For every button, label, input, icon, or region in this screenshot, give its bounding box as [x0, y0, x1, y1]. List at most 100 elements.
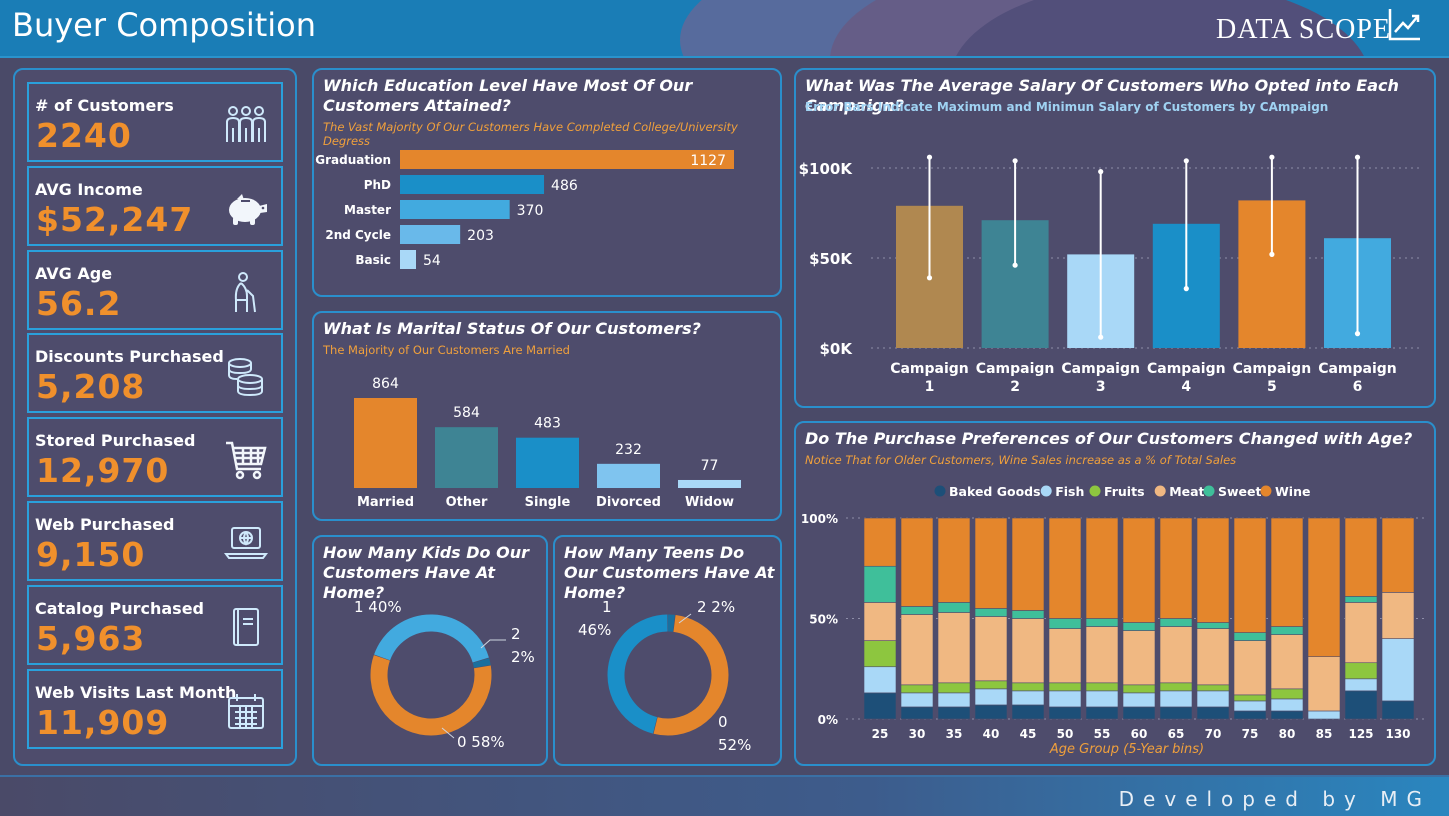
age-bar-segment — [1196, 706, 1230, 720]
education-bar — [400, 250, 417, 269]
marital-value-label: 77 — [701, 458, 719, 474]
campaign-category-label: 2 — [1010, 379, 1020, 395]
marital-bar — [597, 463, 660, 488]
education-subtitle: The Vast Majority Of Our Customers Have … — [323, 120, 738, 148]
marital-category-label: Other — [446, 495, 488, 510]
age-ytick-label: 0% — [818, 713, 838, 727]
age-bar-segment — [974, 616, 1008, 682]
age-bar-segment — [1159, 517, 1193, 619]
education-value-label: 486 — [551, 178, 578, 194]
age-bar-segment — [1270, 517, 1304, 627]
age-category-label: 55 — [1094, 727, 1111, 741]
campaign-panel: What Was The Average Salary Of Customers… — [794, 68, 1436, 408]
age-bar-segment — [1122, 706, 1156, 720]
kpi-label: AVG Income — [35, 179, 143, 199]
age-subtitle: Notice That for Older Customers, Wine Sa… — [805, 453, 1237, 467]
kpi-card: Stored Purchased 12,970 — [27, 417, 283, 498]
education-value-label: 1127 — [690, 153, 726, 169]
age-bar-segment — [1344, 596, 1378, 603]
marital-title: What Is Marital Status Of Our Customers? — [323, 319, 701, 338]
header-decoration — [950, 0, 1370, 56]
age-bar-segment — [1011, 618, 1045, 684]
campaign-category-label: Campaign — [1318, 361, 1397, 377]
age-category-label: 65 — [1168, 727, 1185, 741]
age-bar-segment — [1307, 517, 1341, 657]
age-bar-segment — [1122, 622, 1156, 631]
marital-panel: What Is Marital Status Of Our Customers?… — [312, 311, 782, 521]
age-bar-segment — [1381, 517, 1415, 593]
age-bar-segment — [1159, 682, 1193, 692]
kpi-value: 12,970 — [36, 451, 170, 491]
donut-slice-label: 2 2% — [697, 598, 735, 616]
campaign-ytick-label: $50K — [809, 250, 853, 268]
marital-bar — [354, 398, 417, 488]
education-value-label: 54 — [423, 253, 441, 269]
education-category-label: Master — [344, 203, 391, 217]
donut-leader-line — [441, 727, 455, 739]
age-category-label: 25 — [872, 727, 889, 741]
age-bar-segment — [900, 606, 934, 615]
age-bar-segment — [900, 692, 934, 708]
campaign-error-max — [1269, 154, 1275, 160]
age-bar-segment — [1344, 690, 1378, 720]
age-bar-segment — [1270, 688, 1304, 700]
age-bar-segment — [1048, 690, 1082, 708]
age-legend-swatch — [1154, 485, 1166, 497]
donut-leader-line — [480, 639, 506, 649]
age-bar-segment — [1344, 517, 1378, 597]
age-legend-label: Fish — [1055, 484, 1084, 499]
kpi-value: 9,150 — [36, 535, 146, 574]
age-bar-segment — [1381, 592, 1415, 639]
age-bar-segment — [1159, 618, 1193, 627]
age-bar-segment — [1270, 698, 1304, 712]
marital-chart: 864 Married 584 Other 483 Single 232 Divorced 77… — [354, 376, 741, 510]
age-legend-label: Sweet — [1218, 484, 1262, 499]
campaign-category-label: 1 — [925, 379, 935, 395]
age-legend-swatch — [1203, 485, 1215, 497]
education-bar — [400, 225, 461, 244]
campaign-title: What Was The Average Salary Of Customers… — [805, 76, 1399, 115]
age-bar-segment — [863, 517, 897, 567]
age-bar-segment — [1122, 630, 1156, 686]
age-category-label: 85 — [1316, 727, 1333, 741]
campaign-category-label: Campaign — [1233, 361, 1312, 377]
catalog-book-icon — [233, 607, 259, 646]
education-value-label: 370 — [517, 203, 544, 219]
age-bar-segment — [1159, 690, 1193, 708]
age-bar-segment — [937, 706, 971, 720]
donut-leader-line — [678, 613, 692, 624]
calendar-icon — [228, 693, 264, 729]
age-legend-swatch — [934, 485, 946, 497]
laptop-icon — [224, 527, 268, 559]
kpi-value: 5,208 — [36, 367, 146, 407]
page-title: Buyer Composition — [12, 6, 317, 44]
age-bar-segment — [1233, 694, 1267, 702]
campaign-error-max — [926, 154, 933, 160]
teens-panel: How Many Teens Do Our Customers Have At … — [553, 535, 782, 766]
age-bar-segment — [1085, 690, 1119, 708]
age-bar-segment — [1011, 704, 1045, 720]
kpi-card: Discounts Purchased 5,208 — [27, 333, 283, 414]
campaign-category-label: 5 — [1267, 379, 1277, 395]
campaign-category-label: 6 — [1353, 379, 1363, 395]
marital-bar — [678, 479, 741, 488]
kpi-value: $52,247 — [36, 199, 194, 239]
age-bar-segment — [1159, 626, 1193, 684]
campaign-error-min — [1012, 262, 1018, 268]
kpi-label: Web Purchased — [35, 515, 175, 534]
education-category-label: PhD — [364, 178, 391, 192]
age-category-label: 60 — [1131, 727, 1148, 741]
age-legend-label: Meat — [1169, 484, 1204, 499]
age-bar-segment — [1122, 684, 1156, 694]
campaign-ytick-label: $100K — [799, 160, 854, 178]
donut-slice-label: 1 — [602, 598, 612, 616]
age-legend-swatch — [1040, 485, 1052, 497]
age-category-label: 30 — [909, 727, 926, 741]
age-bar-segment — [937, 602, 971, 613]
marital-value-label: 483 — [534, 416, 561, 432]
age-bar-segment — [1344, 602, 1378, 664]
kids-title: How Many Kids Do Our Customers Have At H… — [323, 543, 529, 602]
marital-value-label: 232 — [615, 442, 642, 458]
donut-slice — [653, 614, 729, 736]
marital-category-label: Widow — [685, 495, 734, 510]
